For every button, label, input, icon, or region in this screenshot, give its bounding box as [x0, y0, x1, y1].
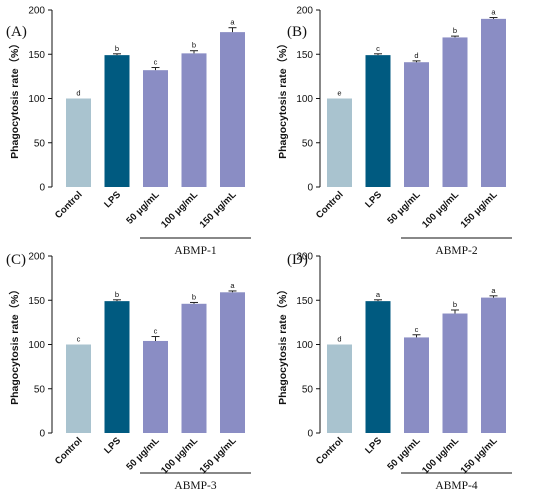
- x-tick-label: LPS: [363, 189, 384, 210]
- group-label: ABMP-4: [435, 480, 477, 492]
- significance-letter: a: [491, 8, 496, 17]
- x-tick-label: 100 μg/mL: [159, 189, 200, 230]
- y-tick-label: 100: [28, 94, 45, 105]
- y-tick-label: 50: [302, 384, 314, 395]
- significance-letter: d: [76, 89, 80, 98]
- bar: [143, 70, 168, 187]
- x-tick-label: 150 μg/mL: [198, 189, 239, 230]
- y-tick-label: 0: [307, 429, 313, 440]
- y-tick-label: 150: [28, 296, 45, 307]
- y-tick-label: 200: [296, 6, 313, 17]
- y-axis-label: Phagocytosis rate（%）: [8, 38, 21, 159]
- y-tick-label: 100: [28, 340, 45, 351]
- y-tick-label: 200: [28, 6, 45, 17]
- bar: [327, 98, 352, 187]
- y-tick-label: 0: [307, 183, 313, 194]
- x-tick-label: LPS: [102, 435, 123, 456]
- significance-letter: d: [337, 335, 341, 344]
- x-tick-label: 50 μg/mL: [385, 189, 422, 226]
- x-tick-label: Control: [314, 189, 346, 221]
- y-tick-label: 0: [39, 183, 45, 194]
- significance-letter: c: [154, 327, 158, 336]
- bar: [481, 297, 506, 433]
- x-tick-label: 50 μg/mL: [385, 435, 422, 472]
- significance-letter: b: [192, 41, 196, 50]
- significance-letter: a: [376, 290, 381, 299]
- significance-letter: c: [154, 58, 158, 67]
- significance-letter: a: [491, 286, 496, 295]
- x-tick-label: 100 μg/mL: [159, 435, 200, 476]
- significance-letter: b: [453, 300, 457, 309]
- bar: [66, 98, 91, 187]
- y-tick-label: 150: [296, 50, 313, 61]
- y-tick-label: 200: [28, 252, 45, 263]
- significance-letter: c: [376, 44, 380, 53]
- bar: [104, 55, 130, 188]
- panel-label: (B): [287, 24, 307, 40]
- panel-label: (A): [6, 24, 27, 40]
- group-label: ABMP-2: [435, 245, 477, 257]
- significance-letter: a: [230, 18, 235, 27]
- bar: [66, 344, 91, 433]
- significance-letter: c: [77, 335, 81, 344]
- bar: [481, 18, 506, 187]
- group-label: ABMP-1: [174, 245, 216, 257]
- significance-letter: b: [115, 44, 119, 53]
- bar: [104, 301, 130, 433]
- x-tick-label: 100 μg/mL: [420, 189, 461, 230]
- bar: [404, 337, 429, 433]
- x-tick-label: Control: [314, 435, 346, 467]
- significance-letter: e: [337, 89, 341, 98]
- bar: [404, 62, 429, 188]
- y-tick-label: 200: [296, 252, 313, 263]
- y-axis-label: Phagocytosis rate（%）: [276, 38, 289, 159]
- significance-letter: a: [230, 281, 235, 290]
- y-tick-label: 50: [34, 384, 46, 395]
- significance-letter: b: [192, 292, 196, 301]
- x-tick-label: 150 μg/mL: [459, 435, 500, 476]
- panel-label: (C): [6, 252, 26, 268]
- bar: [365, 301, 391, 433]
- x-tick-label: LPS: [102, 189, 123, 210]
- bar: [442, 313, 468, 433]
- y-tick-label: 0: [39, 429, 45, 440]
- bar: [220, 292, 245, 433]
- x-tick-label: 100 μg/mL: [420, 435, 461, 476]
- significance-letter: b: [115, 290, 119, 299]
- y-tick-label: 100: [296, 94, 313, 105]
- y-tick-label: 150: [28, 50, 45, 61]
- y-tick-label: 50: [302, 138, 314, 149]
- x-tick-label: LPS: [363, 435, 384, 456]
- y-tick-label: 50: [34, 138, 46, 149]
- group-label: ABMP-3: [174, 480, 216, 492]
- bar: [220, 32, 245, 187]
- panel-label: (D): [287, 252, 308, 268]
- x-tick-label: 50 μg/mL: [124, 189, 161, 226]
- x-tick-label: Control: [53, 189, 85, 221]
- y-axis-label: Phagocytosis rate（%）: [276, 284, 289, 405]
- bar: [442, 37, 468, 188]
- x-tick-label: 150 μg/mL: [198, 435, 239, 476]
- significance-letter: d: [414, 51, 418, 60]
- significance-letter: b: [453, 26, 457, 35]
- bar: [143, 340, 168, 433]
- bar: [181, 53, 207, 187]
- bar: [181, 303, 207, 433]
- x-tick-label: 50 μg/mL: [124, 435, 161, 472]
- y-tick-label: 100: [296, 340, 313, 351]
- bar: [327, 344, 352, 433]
- x-tick-label: Control: [53, 435, 85, 467]
- x-tick-label: 150 μg/mL: [459, 189, 500, 230]
- bar: [365, 55, 391, 188]
- y-axis-label: Phagocytosis rate（%）: [8, 284, 21, 405]
- significance-letter: c: [415, 325, 419, 334]
- y-tick-label: 150: [296, 296, 313, 307]
